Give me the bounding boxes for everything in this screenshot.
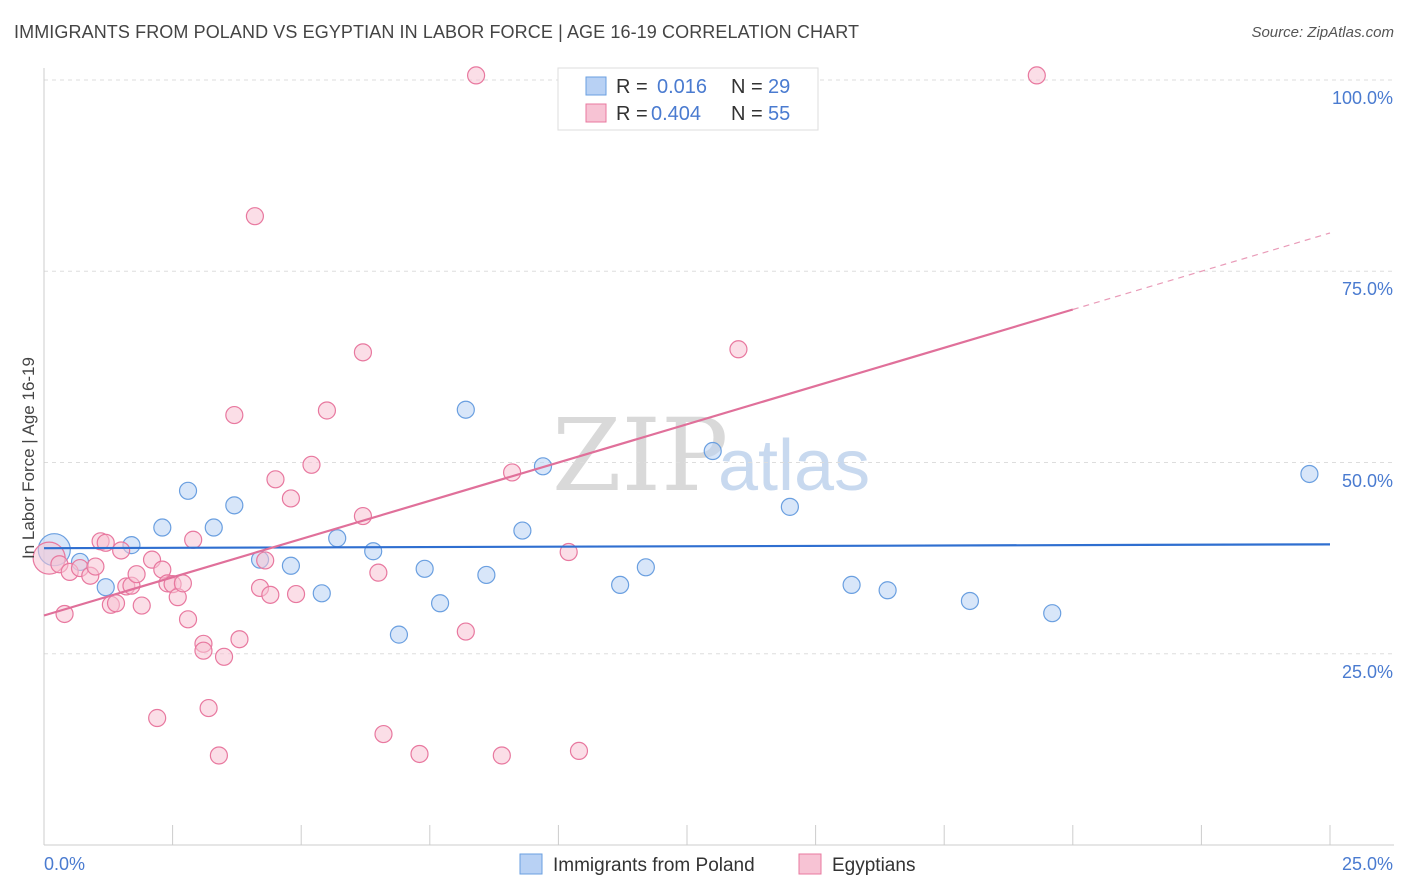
egyptians-point: [214, 647, 234, 666]
y-tick-label-75: 75.0%: [1342, 279, 1393, 299]
poland-point: [636, 558, 655, 577]
egyptians-point: [225, 405, 244, 425]
poland-point: [780, 497, 799, 516]
legend-swatch-poland: [585, 76, 607, 96]
correlation-legend: R = 0.016 N = 29 R = 0.404 N = 55: [557, 67, 819, 131]
egyptians-point: [112, 541, 131, 560]
legend-n-label-poland: N =: [731, 76, 763, 98]
poland-point: [611, 575, 630, 595]
poland-trend-line: [43, 543, 1331, 550]
egyptians-point: [106, 594, 126, 613]
poland-point: [328, 529, 347, 548]
bottom-legend-swatch-poland: [519, 853, 543, 875]
axes: [43, 68, 1394, 846]
series-egyptians-points: [32, 66, 1046, 765]
poland-point: [389, 625, 409, 644]
poland-point: [842, 575, 861, 595]
egyptians-point: [266, 470, 285, 489]
poland-point: [153, 518, 172, 537]
legend-r-label-egyptians: R =: [616, 103, 648, 125]
egyptians-point: [286, 584, 306, 604]
egyptians-point: [178, 610, 198, 629]
chart-title: IMMIGRANTS FROM POLAND VS EGYPTIAN IN LA…: [14, 22, 860, 42]
egyptians-point: [256, 551, 275, 570]
egyptians-point: [569, 741, 589, 761]
poland-point: [960, 591, 980, 611]
y-tick-label-100: 100.0%: [1332, 88, 1393, 108]
egyptians-point: [456, 622, 475, 641]
egyptians-point: [132, 596, 151, 615]
poland-point: [204, 518, 223, 537]
poland-point: [178, 481, 198, 500]
egyptians-point: [199, 698, 218, 718]
egyptians-point: [353, 343, 373, 362]
egyptians-point: [245, 207, 265, 226]
egyptians-trend-extension: [1072, 232, 1331, 311]
poland-point: [364, 542, 383, 561]
poland-point: [96, 578, 115, 597]
legend-r-label-poland: R =: [616, 76, 648, 98]
egyptians-point: [492, 746, 511, 765]
poland-point: [430, 594, 450, 613]
egyptians-point: [209, 746, 228, 765]
legend-n-value-egyptians: 55: [768, 103, 790, 125]
egyptians-point: [374, 724, 393, 744]
bottom-legend-label-poland: Immigrants from Poland: [553, 855, 755, 876]
poland-point: [312, 584, 331, 603]
egyptians-point: [230, 630, 249, 649]
egyptians-point: [261, 585, 280, 604]
egyptians-point: [148, 708, 167, 728]
poland-point: [281, 556, 301, 575]
legend-r-value-poland: 0.016: [657, 76, 707, 98]
bottom-legend-swatch-egyptians: [798, 853, 822, 875]
egyptians-point: [1027, 66, 1046, 85]
egyptians-point: [729, 340, 748, 359]
x-tick-label-min: 0.0%: [44, 854, 85, 874]
poland-point: [1300, 464, 1319, 484]
y-tick-label-25: 25.0%: [1342, 662, 1393, 682]
bottom-legend-label-egyptians: Egyptians: [832, 855, 915, 876]
egyptians-point: [302, 455, 321, 474]
egyptians-trend-line: [43, 308, 1074, 617]
grid-lines: [44, 79, 1394, 655]
poland-point: [703, 441, 722, 461]
egyptians-point: [281, 489, 301, 508]
legend-r-value-egyptians: 0.404: [651, 103, 701, 125]
egyptians-point: [184, 530, 203, 549]
egyptians-point: [173, 574, 192, 593]
poland-point: [415, 559, 434, 578]
egyptians-point: [127, 565, 146, 584]
legend-swatch-egyptians: [585, 103, 607, 123]
egyptians-point: [410, 744, 429, 764]
legend-n-label-egyptians: N =: [731, 103, 763, 125]
poland-point: [225, 496, 244, 515]
series-legend: Immigrants from Poland Egyptians: [519, 853, 915, 876]
egyptians-point: [86, 557, 105, 576]
egyptians-point: [466, 66, 486, 85]
watermark-atlas: atlas: [718, 426, 870, 506]
egyptians-point: [317, 401, 337, 420]
poland-point: [477, 565, 496, 585]
trend-lines: [43, 232, 1331, 617]
y-axis-label: In Labor Force | Age 16-19: [19, 357, 38, 559]
poland-point: [456, 400, 475, 419]
x-tick-label-max: 25.0%: [1342, 854, 1393, 874]
poland-point: [878, 581, 897, 600]
poland-point: [513, 521, 532, 540]
egyptians-point: [369, 563, 388, 582]
legend-n-value-poland: 29: [768, 76, 790, 98]
y-tick-label-50: 50.0%: [1342, 471, 1393, 491]
egyptians-point: [559, 542, 578, 562]
poland-point: [1043, 604, 1062, 623]
egyptians-point: [194, 641, 213, 660]
source-label: Source: ZipAtlas.com: [1251, 24, 1394, 41]
